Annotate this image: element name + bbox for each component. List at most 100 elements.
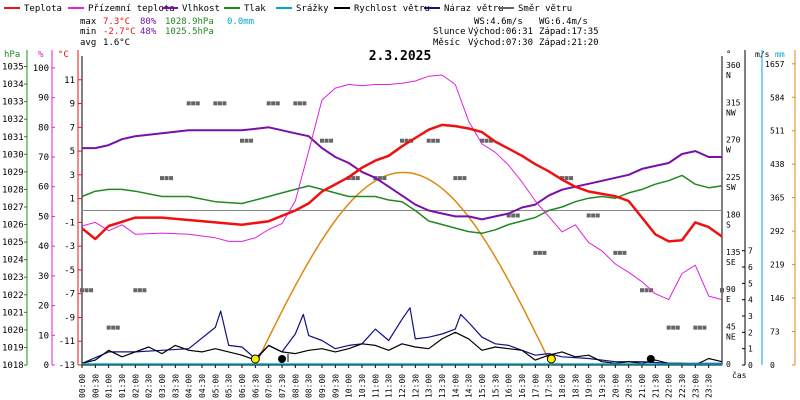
pct-tick-label: 20 bbox=[38, 302, 49, 312]
x-tick-label: 22:00 bbox=[665, 374, 674, 398]
degc-tick-label: -3 bbox=[64, 242, 75, 252]
wind-dir-point bbox=[302, 101, 307, 106]
legend-label: Vlhkost bbox=[182, 4, 220, 14]
pct-tick-label: 40 bbox=[38, 242, 49, 252]
x-tick-label: 09:00 bbox=[318, 374, 327, 398]
ms-tick-label: 3 bbox=[748, 312, 753, 321]
x-tick-label: 01:00 bbox=[105, 374, 114, 398]
x-tick-label: 12:30 bbox=[411, 374, 420, 398]
stat-ws: WS:4.6m/s bbox=[474, 17, 523, 27]
mm-unit: mm bbox=[775, 50, 785, 59]
stat-avg-temp: 1.6°C bbox=[103, 38, 130, 48]
wind-dir-point bbox=[595, 213, 600, 218]
solar-tick-label: 584 bbox=[770, 93, 785, 102]
pct-unit: % bbox=[38, 50, 44, 60]
stat-wg: WG:6.4m/s bbox=[539, 17, 588, 27]
x-tick-label: 19:30 bbox=[598, 374, 607, 398]
hpa-tick-label: 1029 bbox=[2, 168, 24, 178]
hpa-tick-label: 1031 bbox=[2, 133, 24, 143]
ms-tick-label: 2 bbox=[748, 328, 753, 337]
dir-tick-label: SW bbox=[726, 183, 736, 192]
wind-dir-point bbox=[222, 101, 227, 106]
solar-curve bbox=[254, 171, 552, 366]
wind-dir-point bbox=[591, 213, 596, 218]
wind-dir-point bbox=[533, 250, 538, 255]
hpa-tick-label: 1022 bbox=[2, 291, 24, 301]
wind-dir-point bbox=[329, 138, 334, 143]
solar-tick-label: 657 bbox=[770, 60, 785, 69]
series-humidity bbox=[82, 126, 722, 221]
degc-unit: °C bbox=[58, 50, 69, 60]
wind-dir-point bbox=[671, 325, 676, 330]
degc-tick-label: 5 bbox=[70, 147, 75, 157]
stat-sun-rise: Východ:06:31 bbox=[468, 27, 533, 37]
x-tick-label: 14:00 bbox=[451, 374, 460, 398]
ms-tick-label: 0 bbox=[748, 361, 753, 370]
pct-tick-label: 90 bbox=[38, 94, 49, 104]
chart-axes: hPa1035103410331032103110301029102810271… bbox=[2, 50, 796, 398]
wind-dir-point bbox=[320, 138, 324, 143]
wind-dir-point bbox=[400, 138, 404, 143]
dir-tick-label: 315 bbox=[726, 98, 741, 107]
x-tick-label: 13:30 bbox=[438, 374, 447, 398]
stat-moon-label: Měsíc bbox=[433, 38, 460, 48]
x-tick-label: 04:00 bbox=[185, 374, 194, 398]
wind-dir-point bbox=[111, 325, 116, 330]
stat-moon-set: Západ:21:20 bbox=[539, 38, 599, 48]
x-tick-label: 19:00 bbox=[585, 374, 594, 398]
wind-dir-point bbox=[564, 176, 569, 181]
wind-dir-point bbox=[195, 101, 200, 106]
solar-tick-label: 438 bbox=[770, 160, 785, 169]
x-tick-label: 21:30 bbox=[651, 374, 660, 398]
dir-tick-label: NE bbox=[726, 333, 736, 342]
stat-max-label: max bbox=[80, 17, 97, 27]
hpa-tick-label: 1020 bbox=[2, 326, 24, 336]
x-tick-label: 18:30 bbox=[571, 374, 580, 398]
x-tick-label: 02:00 bbox=[131, 374, 140, 398]
x-tick-label: 03:30 bbox=[171, 374, 180, 398]
x-tick-label: 23:00 bbox=[691, 374, 700, 398]
x-tick-label: 16:00 bbox=[505, 374, 514, 398]
x-axis-label: čas bbox=[732, 370, 747, 380]
x-tick-label: 10:30 bbox=[358, 374, 367, 398]
degc-tick-label: 7 bbox=[70, 123, 75, 133]
wind-dir-point bbox=[697, 325, 702, 330]
x-tick-label: 16:30 bbox=[518, 374, 527, 398]
wind-dir-point bbox=[484, 138, 489, 143]
wind-dir-point bbox=[569, 176, 574, 181]
wind-dir-point bbox=[382, 176, 387, 181]
x-tick-label: 06:00 bbox=[238, 374, 247, 398]
pct-tick-label: 0 bbox=[44, 361, 49, 371]
x-tick-label: 04:30 bbox=[198, 374, 207, 398]
moonset-marker bbox=[646, 355, 655, 363]
wind-dir-point bbox=[377, 176, 382, 181]
legend-label: Směr větru bbox=[518, 4, 572, 14]
wind-dir-point bbox=[622, 250, 627, 255]
degc-tick-label: -1 bbox=[64, 218, 75, 228]
hpa-tick-label: 1021 bbox=[2, 308, 24, 318]
degc-tick-label: 11 bbox=[64, 76, 75, 86]
wind-dir-point bbox=[720, 288, 724, 293]
moonrise-marker bbox=[278, 355, 286, 363]
hpa-tick-label: 1019 bbox=[2, 343, 24, 353]
solar-tick-label: 292 bbox=[770, 227, 785, 236]
stat-avg-label: avg bbox=[80, 38, 96, 48]
wind-dir-point bbox=[240, 138, 244, 143]
stat-max-rain: 0.0mm bbox=[227, 17, 254, 27]
wind-dir-point bbox=[217, 101, 222, 106]
wind-dir-point bbox=[480, 138, 484, 143]
stat-sun-label: Slunce bbox=[433, 27, 466, 37]
x-tick-label: 14:30 bbox=[465, 374, 474, 398]
wind-dir-point bbox=[666, 325, 671, 330]
wind-dir-point bbox=[506, 213, 511, 218]
legend-label: Náraz větru bbox=[444, 4, 504, 14]
x-tick-label: 01:30 bbox=[118, 374, 127, 398]
wind-dir-point bbox=[462, 176, 467, 181]
stat-sun-set: Západ:17:35 bbox=[539, 27, 599, 37]
dir-tick-label: 270 bbox=[726, 136, 741, 145]
hpa-tick-label: 1025 bbox=[2, 238, 24, 248]
solar-tick-label: 219 bbox=[770, 261, 785, 270]
wind-dir-point bbox=[537, 250, 542, 255]
wind-dir-point bbox=[266, 101, 271, 106]
